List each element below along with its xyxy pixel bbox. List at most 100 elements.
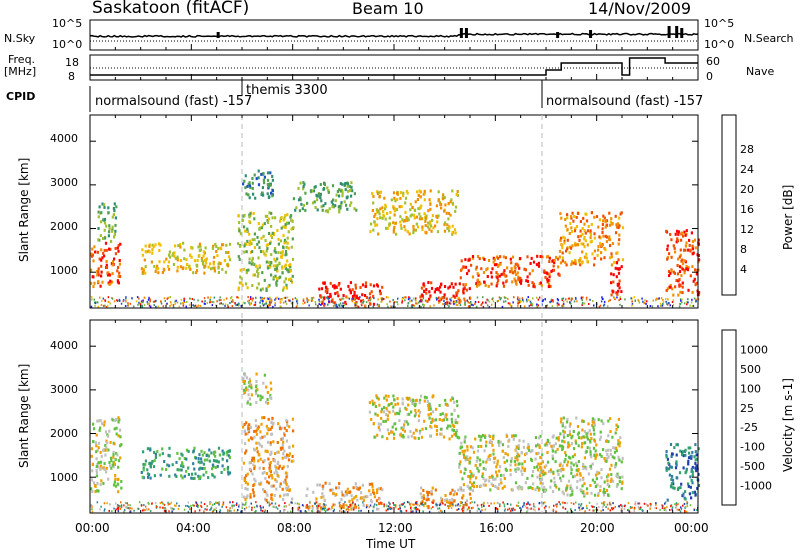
power-cell [423, 212, 426, 216]
velocity-cell [266, 398, 269, 401]
nave-label: Nave [746, 65, 775, 78]
date-title: 14/Nov/2009 [588, 0, 692, 18]
velocity-ground-cell [468, 506, 470, 509]
power-ground-cell [643, 302, 645, 305]
velocity-cell [502, 473, 505, 477]
power-cell [613, 260, 616, 264]
power-cell [564, 218, 567, 221]
velocity-cell [223, 451, 226, 455]
power-cell [516, 271, 519, 275]
velocity-ground-cell [275, 506, 277, 509]
velocity-ground-cell [522, 505, 524, 508]
velocity-cell [509, 468, 512, 472]
velocity-cell [449, 503, 452, 507]
velocity-ground-cell [420, 501, 422, 504]
power-cell [189, 254, 192, 257]
power-cell [266, 247, 269, 250]
velocity-ground-cell [238, 505, 240, 508]
velocity-ground-cell [200, 506, 203, 509]
power-cell [558, 273, 561, 277]
power-cell [581, 261, 584, 265]
power-ground-cell [456, 304, 459, 307]
power-cell [217, 266, 220, 270]
velocity-cell [577, 460, 580, 464]
velocity-cell [352, 486, 355, 490]
velocity-cell [178, 468, 181, 472]
power-cell [229, 258, 232, 262]
power-cell [100, 220, 103, 224]
power-ground-cell [325, 296, 328, 299]
power-cell [103, 205, 106, 209]
power-cell [525, 279, 528, 283]
velocity-cell [420, 435, 424, 439]
power-cell [101, 256, 104, 260]
power-cell [519, 280, 522, 284]
power-cell [590, 211, 593, 215]
velocity-ground-cell [268, 501, 270, 504]
velocity-ground-cell [283, 509, 285, 511]
velocity-cell [558, 444, 561, 448]
velocity-cell [257, 459, 260, 463]
power-cell [243, 250, 246, 254]
velocity-cell [119, 456, 122, 460]
velocity-cell [93, 427, 96, 431]
velocity-ground-cell [241, 507, 243, 509]
velocity-ground-cell [510, 503, 512, 506]
velocity-cell [96, 419, 99, 423]
power-cell [679, 248, 682, 252]
power-cell [437, 288, 440, 292]
velocity-cell [254, 389, 258, 393]
velocity-cell [198, 477, 201, 481]
power-cell [265, 287, 268, 291]
nave-tick-low: 0 [706, 70, 713, 83]
power-cell [394, 207, 397, 211]
velocity-cell [569, 422, 572, 426]
power-cell [454, 295, 457, 299]
velocity-cell [494, 477, 497, 481]
power-cell [685, 264, 688, 268]
velocity-ground-cell [598, 506, 600, 508]
velocity-cell [522, 445, 525, 449]
velocity-cell [684, 490, 687, 494]
velocity-ground-cell [345, 508, 348, 511]
power-cell [148, 244, 151, 248]
power-ground-cell [420, 306, 422, 308]
power-cell [202, 250, 205, 254]
velocity-ground-cell [362, 502, 365, 505]
power-cell [261, 287, 264, 291]
velocity-cell [261, 416, 264, 420]
velocity-cell [378, 497, 381, 501]
power-cell [322, 188, 325, 191]
velocity-cell [597, 493, 600, 497]
velocity-cell [406, 413, 409, 416]
velocity-cell [501, 449, 504, 453]
velocity-ground-cell [530, 507, 533, 510]
velocity-cell [508, 438, 511, 442]
power-ground-cell [203, 297, 206, 300]
power-cell [564, 224, 567, 228]
velocity-cell [511, 488, 514, 492]
power-cell [251, 250, 254, 254]
power-cell [332, 198, 335, 202]
velocity-cell [670, 478, 673, 481]
velocity-ground-cell [291, 501, 293, 504]
velocity-cell [429, 434, 432, 438]
power-ground-cell [216, 300, 218, 303]
velocity-ground-cell [661, 504, 663, 507]
power-ground-cell [420, 298, 422, 301]
velocity-cell [387, 394, 390, 398]
velocity-cell [97, 465, 100, 469]
velocity-ground-cell [341, 506, 343, 508]
velocity-ground-cell [162, 506, 165, 509]
velocity-cell [575, 416, 578, 420]
power-cell [621, 258, 625, 262]
velocity-cell [114, 474, 117, 477]
velocity-ground-cell [542, 503, 545, 506]
power-ground-cell [166, 302, 168, 305]
velocity-cell [539, 471, 542, 475]
power-cell [435, 214, 438, 218]
velocity-cell [149, 448, 152, 452]
power-cell [290, 280, 294, 284]
power-cell [617, 242, 620, 246]
velocity-ground-cell [129, 504, 131, 507]
